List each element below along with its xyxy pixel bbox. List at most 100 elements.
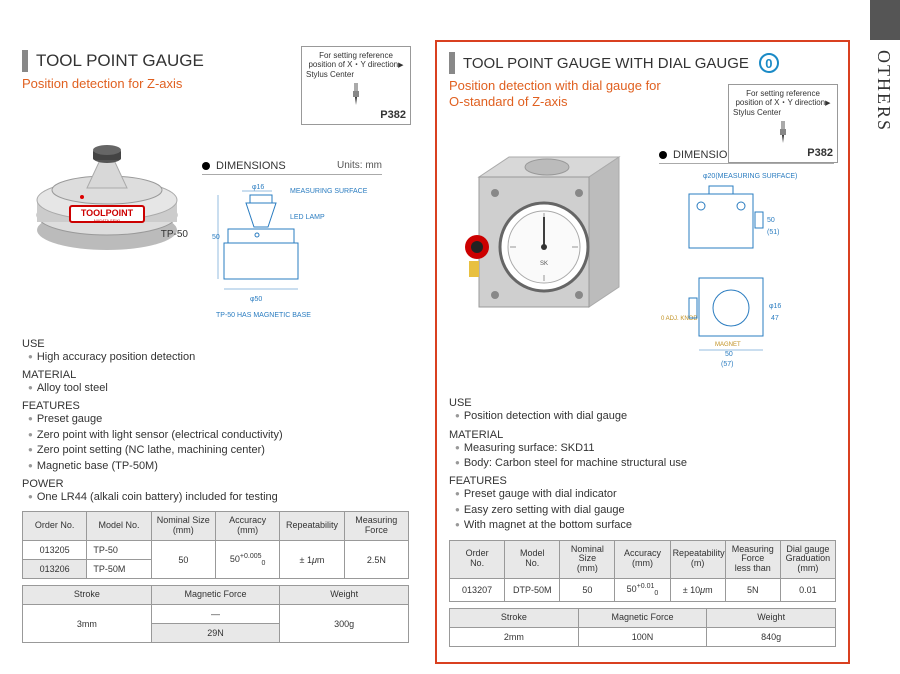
th: Measuring Forceless than xyxy=(725,540,780,579)
ref-page-number: P382 xyxy=(733,147,833,160)
right-title: TOOL POINT GAUGE WITH DIAL GAUGE xyxy=(463,55,749,72)
svg-text:MAGNET: MAGNET xyxy=(715,342,741,348)
dimension-drawing-left: φ16 MEASURING SURFACE LED LAMP 50 φ50 TP… xyxy=(202,179,382,329)
svg-text:(51): (51) xyxy=(767,229,779,236)
svg-text:MEASURING SURFACE: MEASURING SURFACE xyxy=(290,188,368,195)
list-item: With magnet at the bottom surface xyxy=(455,518,836,533)
product-image-tp50: TOOLPOINT NIIGATA SEIKI TP-50 xyxy=(22,100,192,240)
th: ModelNo. xyxy=(505,540,560,579)
ref-stylus-label: Stylus Center xyxy=(306,70,406,79)
use-list: Position detection with dial gauge xyxy=(455,409,836,424)
svg-text:SK: SK xyxy=(540,261,548,267)
list-item: Easy zero setting with dial gauge xyxy=(455,503,836,518)
td-model: TP-50M xyxy=(87,560,151,579)
th-mag: Magnetic Force xyxy=(578,609,707,628)
svg-text:TP-50 HAS MAGNETIC BASE: TP-50 HAS MAGNETIC BASE xyxy=(216,312,311,319)
svg-text:φ20(MEASURING SURFACE): φ20(MEASURING SURFACE) xyxy=(703,173,797,180)
td-repeat: ± 10μm xyxy=(670,579,725,602)
td-repeat: ± 1μm xyxy=(280,541,344,579)
list-item: Preset gauge with dial indicator xyxy=(455,487,836,502)
features-label: FEATURES xyxy=(449,475,836,487)
right-spec-table-1: OrderNo. ModelNo. Nominal Size(mm) Accur… xyxy=(449,540,836,602)
list-item: Body: Carbon steel for machine structura… xyxy=(455,456,836,471)
dot-icon xyxy=(202,162,210,170)
svg-text:φ16: φ16 xyxy=(769,303,781,310)
power-label: POWER xyxy=(22,478,409,490)
right-reference-box: For setting reference position of X・Y di… xyxy=(728,84,838,163)
th-stroke: Stroke xyxy=(450,609,579,628)
left-title: TOOL POINT GAUGE xyxy=(36,51,204,71)
use-list: High accuracy position detection xyxy=(28,350,409,365)
th-mag: Magnetic Force xyxy=(151,586,280,605)
left-spec-table-1: Order No. Model No. Nominal Size(mm) Acc… xyxy=(22,511,409,579)
right-title-row: TOOL POINT GAUGE WITH DIAL GAUGE 0 xyxy=(449,52,836,74)
list-item: One LR44 (alkali coin battery) included … xyxy=(28,490,409,505)
svg-text:φ50: φ50 xyxy=(250,296,262,303)
td-weight: 840g xyxy=(707,627,836,646)
svg-text:50: 50 xyxy=(725,351,733,358)
right-spec-table-2: Stroke Magnetic Force Weight 2mm 100N 84… xyxy=(449,608,836,647)
features-list: Preset gauge Zero point with light senso… xyxy=(28,412,409,474)
td-mag: 100N xyxy=(578,627,707,646)
th-model: Model No. xyxy=(87,512,151,541)
left-product-area: TOOLPOINT NIIGATA SEIKI TP-50 DIMENSIONS… xyxy=(22,100,409,332)
th: Dial gauge Graduation(mm) xyxy=(780,540,835,579)
th-force: MeasuringForce xyxy=(344,512,408,541)
ref-caption: For setting reference position of X・Y di… xyxy=(306,51,406,70)
stylus-icon xyxy=(773,119,793,145)
svg-text:φ16: φ16 xyxy=(252,184,264,191)
left-reference-box: For setting reference position of X・Y di… xyxy=(301,46,411,125)
list-item: Position detection with dial gauge xyxy=(455,409,836,424)
dimensions-title: DIMENSIONS xyxy=(216,160,286,172)
td-stroke: 3mm xyxy=(23,605,152,643)
td-nominal: 50 xyxy=(560,579,615,602)
stylus-icon xyxy=(346,81,366,107)
dimension-drawing-right: φ20(MEASURING SURFACE) 50 (51) 0 ADJ. KN… xyxy=(659,168,834,388)
product-badge-text: TOOLPOINT xyxy=(81,208,134,218)
left-panel: TOOL POINT GAUGE For setting reference p… xyxy=(10,40,421,664)
th: Nominal Size(mm) xyxy=(560,540,615,579)
title-accent-bar xyxy=(22,50,28,72)
material-list: Measuring surface: SKD11 Body: Carbon st… xyxy=(455,441,836,472)
top-corner-block xyxy=(870,0,900,40)
features-label: FEATURES xyxy=(22,400,409,412)
svg-text:LED LAMP: LED LAMP xyxy=(290,214,325,221)
svg-text:50: 50 xyxy=(212,234,220,241)
th-order: Order No. xyxy=(23,512,87,541)
ref-line2: position of X・Y direction xyxy=(735,98,825,107)
td-grad: 0.01 xyxy=(780,579,835,602)
list-item: High accuracy position detection xyxy=(28,350,409,365)
list-item: Magnetic base (TP-50M) xyxy=(28,459,409,474)
page-container: TOOL POINT GAUGE For setting reference p… xyxy=(0,0,900,674)
power-list: One LR44 (alkali coin battery) included … xyxy=(28,490,409,505)
th-nominal: Nominal Size(mm) xyxy=(151,512,215,541)
td-order: 013205 xyxy=(23,541,87,560)
ref-line1: For setting reference xyxy=(319,51,393,60)
dimensions-header: DIMENSIONS Units: mm xyxy=(202,160,382,175)
svg-text:50: 50 xyxy=(767,217,775,224)
svg-text:47: 47 xyxy=(771,315,779,322)
list-item: Alloy tool steel xyxy=(28,381,409,396)
th: OrderNo. xyxy=(450,540,505,579)
material-label: MATERIAL xyxy=(22,369,409,381)
td-accuracy: 50+0.010 xyxy=(615,579,670,602)
title-accent-bar xyxy=(449,52,455,74)
right-dimensions-block: DIMENSIONS Units: mm φ20(MEASURING SURFA… xyxy=(659,149,834,391)
ref-line1: For setting reference xyxy=(746,89,820,98)
th-accuracy: Accuracy(mm) xyxy=(215,512,279,541)
ref-stylus-label: Stylus Center xyxy=(733,108,833,117)
material-label: MATERIAL xyxy=(449,429,836,441)
left-dimensions-block: DIMENSIONS Units: mm φ16 MEASURING SURFA… xyxy=(202,160,382,332)
svg-text:(57): (57) xyxy=(721,361,733,368)
o-standard-badge: 0 xyxy=(759,53,779,73)
td-force: 2.5N xyxy=(344,541,408,579)
th-repeat: Repeatability xyxy=(280,512,344,541)
use-label: USE xyxy=(449,397,836,409)
dot-icon xyxy=(659,151,667,159)
right-panel: TOOL POINT GAUGE WITH DIAL GAUGE 0 Posit… xyxy=(435,40,850,664)
td-model: TP-50 xyxy=(87,541,151,560)
svg-text:0 ADJ. KNOB: 0 ADJ. KNOB xyxy=(661,316,697,322)
th-weight: Weight xyxy=(707,609,836,628)
th-stroke: Stroke xyxy=(23,586,152,605)
ref-caption: For setting reference position of X・Y di… xyxy=(733,89,833,108)
